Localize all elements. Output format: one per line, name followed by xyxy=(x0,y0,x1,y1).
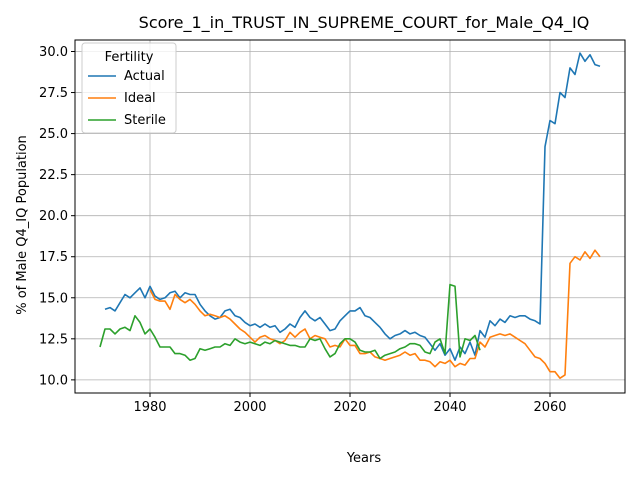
x-axis-label: Years xyxy=(346,451,382,466)
y-tick-label: 25.0 xyxy=(39,127,68,142)
x-axis-ticks: 1980 2000 2020 2040 2060 xyxy=(133,393,567,415)
y-tick-label: 20.0 xyxy=(39,209,68,224)
chart-title: Score_1_in_TRUST_IN_SUPREME_COURT_for_Ma… xyxy=(139,13,590,33)
legend-box xyxy=(81,42,177,134)
y-tick-label: 27.5 xyxy=(39,86,68,101)
series-line-sterile xyxy=(99,283,481,362)
series-line-actual xyxy=(104,52,601,362)
y-tick-label: 10.0 xyxy=(39,373,68,388)
y-tick-label: 22.5 xyxy=(39,168,68,183)
legend-label-ideal: Ideal xyxy=(124,91,156,106)
legend-title: Fertility xyxy=(105,50,154,65)
y-tick-label: 17.5 xyxy=(39,250,68,265)
series-line-ideal xyxy=(149,249,601,380)
x-tick-label: 2040 xyxy=(433,400,466,415)
y-tick-label: 15.0 xyxy=(39,291,68,306)
series-lines xyxy=(99,52,601,380)
x-tick-label: 2020 xyxy=(333,400,366,415)
x-tick-label: 2000 xyxy=(233,400,266,415)
x-tick-label: 1980 xyxy=(133,400,166,415)
y-axis-label: % of Male Q4_IQ Population xyxy=(15,135,30,315)
legend: Fertility Actual Ideal Sterile xyxy=(81,42,177,134)
y-tick-label: 12.5 xyxy=(39,332,68,347)
y-tick-label: 30.0 xyxy=(39,45,68,60)
y-axis-ticks: 10.0 12.5 15.0 17.5 20.0 22.5 25.0 27.5 30.0 xyxy=(39,45,75,388)
legend-entries: Actual Ideal Sterile xyxy=(88,69,166,128)
grid xyxy=(75,40,625,393)
legend-label-actual: Actual xyxy=(124,69,165,84)
legend-label-sterile: Sterile xyxy=(124,113,166,128)
x-tick-label: 2060 xyxy=(533,400,566,415)
